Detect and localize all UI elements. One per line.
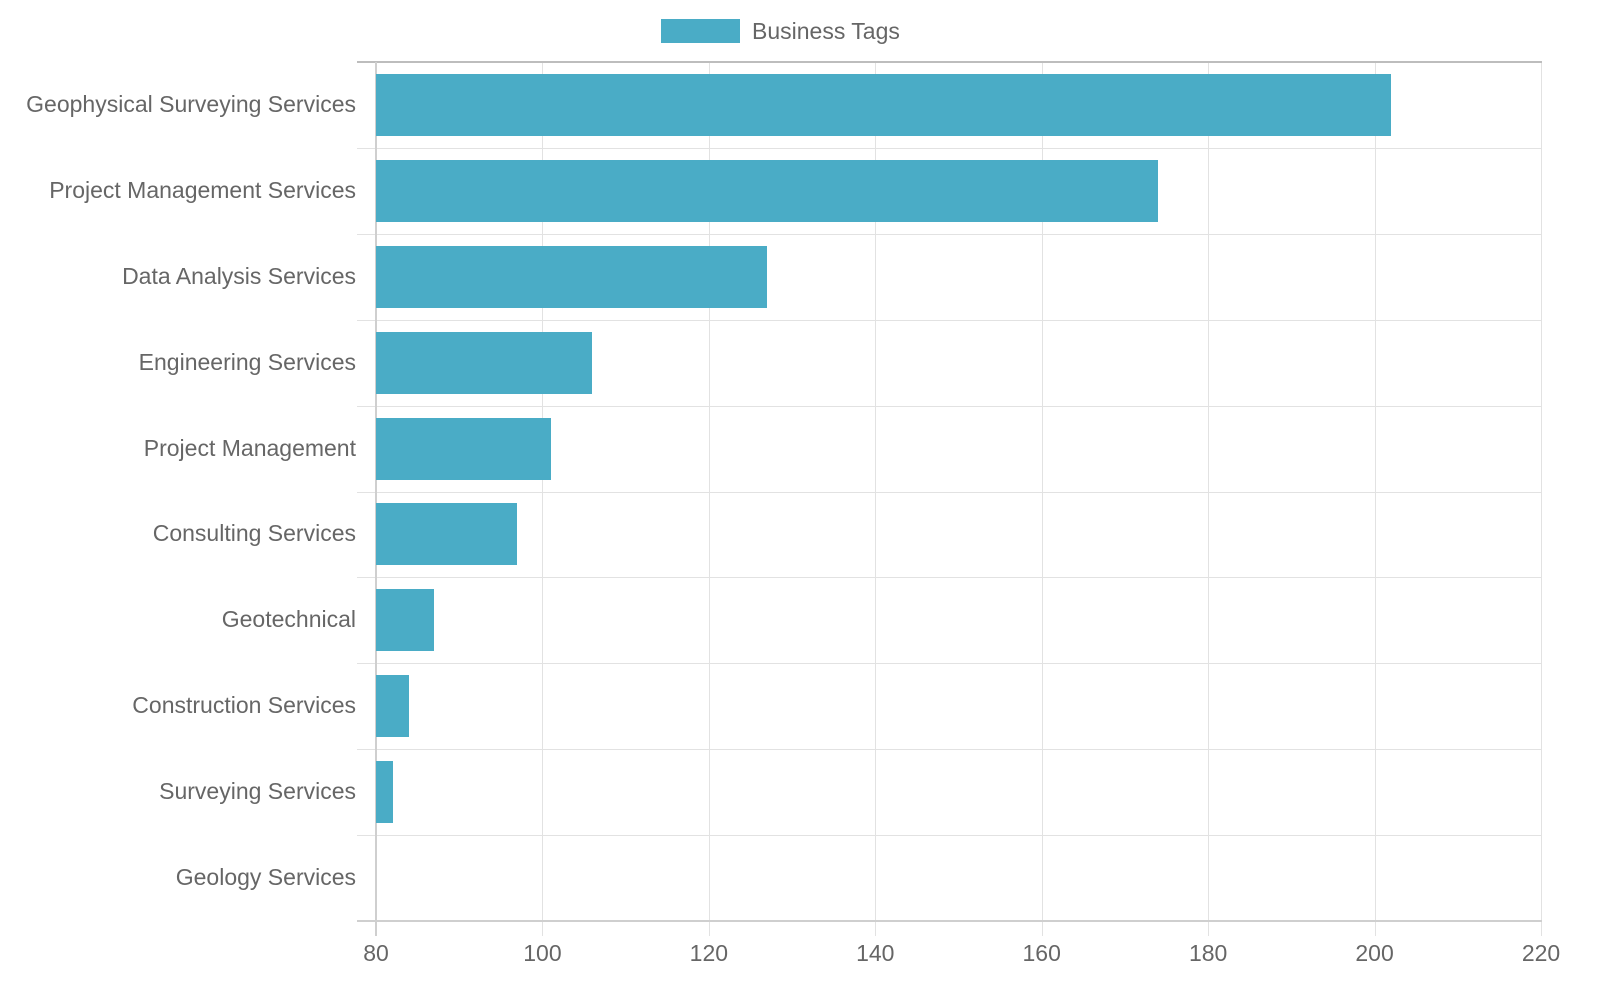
y-axis-category-label: Consulting Services: [152, 520, 356, 547]
gridline-horizontal: [357, 233, 1542, 235]
gridline-vertical: [1208, 62, 1210, 936]
legend-label: Business Tags: [752, 17, 900, 44]
x-axis-tick-label: 160: [1022, 940, 1061, 966]
bar[interactable]: [376, 503, 518, 566]
x-axis-tick-label: 180: [1188, 940, 1228, 966]
legend-item-business-tags[interactable]: Business Tags: [661, 18, 900, 44]
bar[interactable]: [376, 417, 551, 480]
x-axis-tick-label: 200: [1355, 940, 1394, 966]
bar[interactable]: [376, 761, 393, 824]
y-axis-category-label: Construction Services: [132, 692, 356, 719]
gridline-vertical: [542, 62, 544, 936]
gridline-horizontal: [357, 663, 1542, 665]
gridline-vertical: [1541, 62, 1542, 936]
bar[interactable]: [376, 675, 410, 738]
gridline-horizontal: [357, 577, 1542, 579]
x-axis-tick-label: 80: [363, 940, 389, 966]
gridline-horizontal: [357, 491, 1542, 493]
gridline-horizontal: [357, 319, 1542, 321]
bar[interactable]: [376, 159, 1159, 222]
bar[interactable]: [376, 589, 435, 652]
y-axis-category-label: Geotechnical: [221, 606, 356, 633]
x-axis-tick-label: 140: [856, 940, 895, 966]
y-axis-category-label: Engineering Services: [138, 348, 356, 375]
gridline-horizontal: [357, 835, 1542, 837]
gridline-vertical: [708, 62, 710, 936]
y-axis-category-label: Geology Services: [175, 864, 356, 891]
x-axis-line: [357, 920, 1542, 922]
y-axis-category-label: Project Management: [143, 434, 356, 461]
y-axis-line: [375, 62, 377, 936]
gridline-horizontal: [357, 405, 1542, 407]
gridline-horizontal: [357, 749, 1542, 751]
x-axis-tick-label: 220: [1521, 940, 1561, 966]
y-axis-category-label: Geophysical Surveying Services: [26, 90, 356, 117]
bar[interactable]: [376, 245, 768, 308]
x-axis-tick-label: 120: [689, 940, 729, 966]
bar[interactable]: [376, 331, 593, 394]
y-axis-category-label: Project Management Services: [49, 176, 356, 203]
legend-swatch: [661, 19, 740, 43]
y-axis-category-label: Data Analysis Services: [122, 262, 356, 289]
y-axis-category-label: Surveying Services: [159, 778, 356, 805]
plot-top-border: [357, 61, 1542, 63]
gridline-horizontal: [357, 147, 1542, 149]
x-axis-tick-label: 100: [523, 940, 562, 966]
gridline-vertical: [875, 62, 877, 936]
gridline-vertical: [1374, 62, 1376, 936]
gridline-vertical: [1041, 62, 1043, 936]
bar[interactable]: [376, 73, 1392, 136]
